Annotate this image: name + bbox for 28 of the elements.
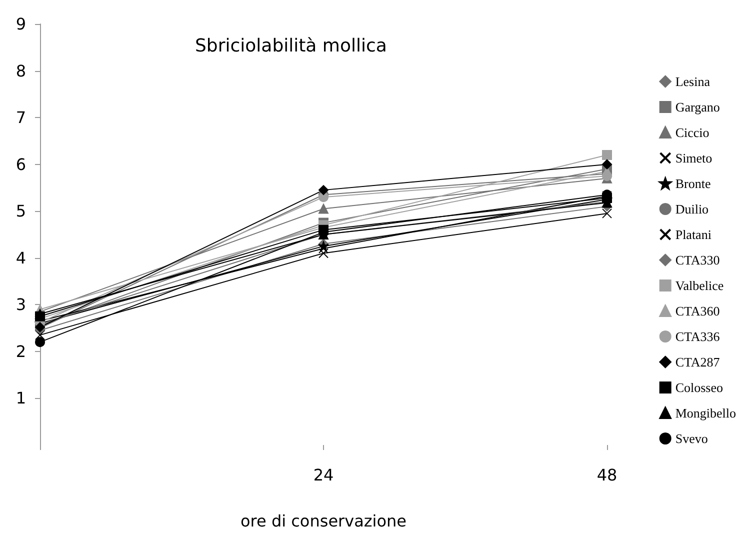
y-tick-label: 9: [16, 14, 26, 34]
legend-label: CTA360: [675, 304, 720, 318]
y-tick-label: 5: [16, 202, 26, 221]
legend-label: CTA287: [675, 354, 720, 370]
legend-label: CTA330: [675, 252, 720, 268]
x-tick-label: 24: [313, 466, 334, 484]
y-tick-label: 3: [16, 295, 26, 314]
legend-label: Gargano: [675, 100, 720, 114]
y-tick-label: 2: [16, 342, 26, 361]
y-tick-label: 1: [16, 388, 26, 408]
x-tick-label: 48: [596, 466, 618, 484]
legend-label: CTA336: [675, 329, 720, 344]
legend-label: Ciccio: [675, 125, 710, 140]
legend-label: Svevo: [675, 431, 708, 446]
legend-label: Bronte: [675, 176, 711, 191]
legend-label: Colosseo: [675, 380, 724, 395]
legend-label: Platani: [675, 227, 712, 242]
legend-label: Simeto: [675, 150, 712, 166]
y-tick-label: 4: [16, 248, 26, 268]
text: Sbriciolabilità mollica: [195, 36, 387, 56]
legend-label: Duilio: [675, 202, 709, 216]
y-tick-label: 6: [16, 154, 26, 174]
legend-label: Lesina: [675, 74, 710, 89]
legend-label: Mongibello: [675, 406, 736, 420]
legend-label: Valbelice: [675, 278, 724, 293]
x-axis-title: ore di conservazione: [240, 512, 407, 530]
y-tick-label: 7: [16, 108, 26, 128]
y-tick-label: 8: [16, 61, 26, 80]
